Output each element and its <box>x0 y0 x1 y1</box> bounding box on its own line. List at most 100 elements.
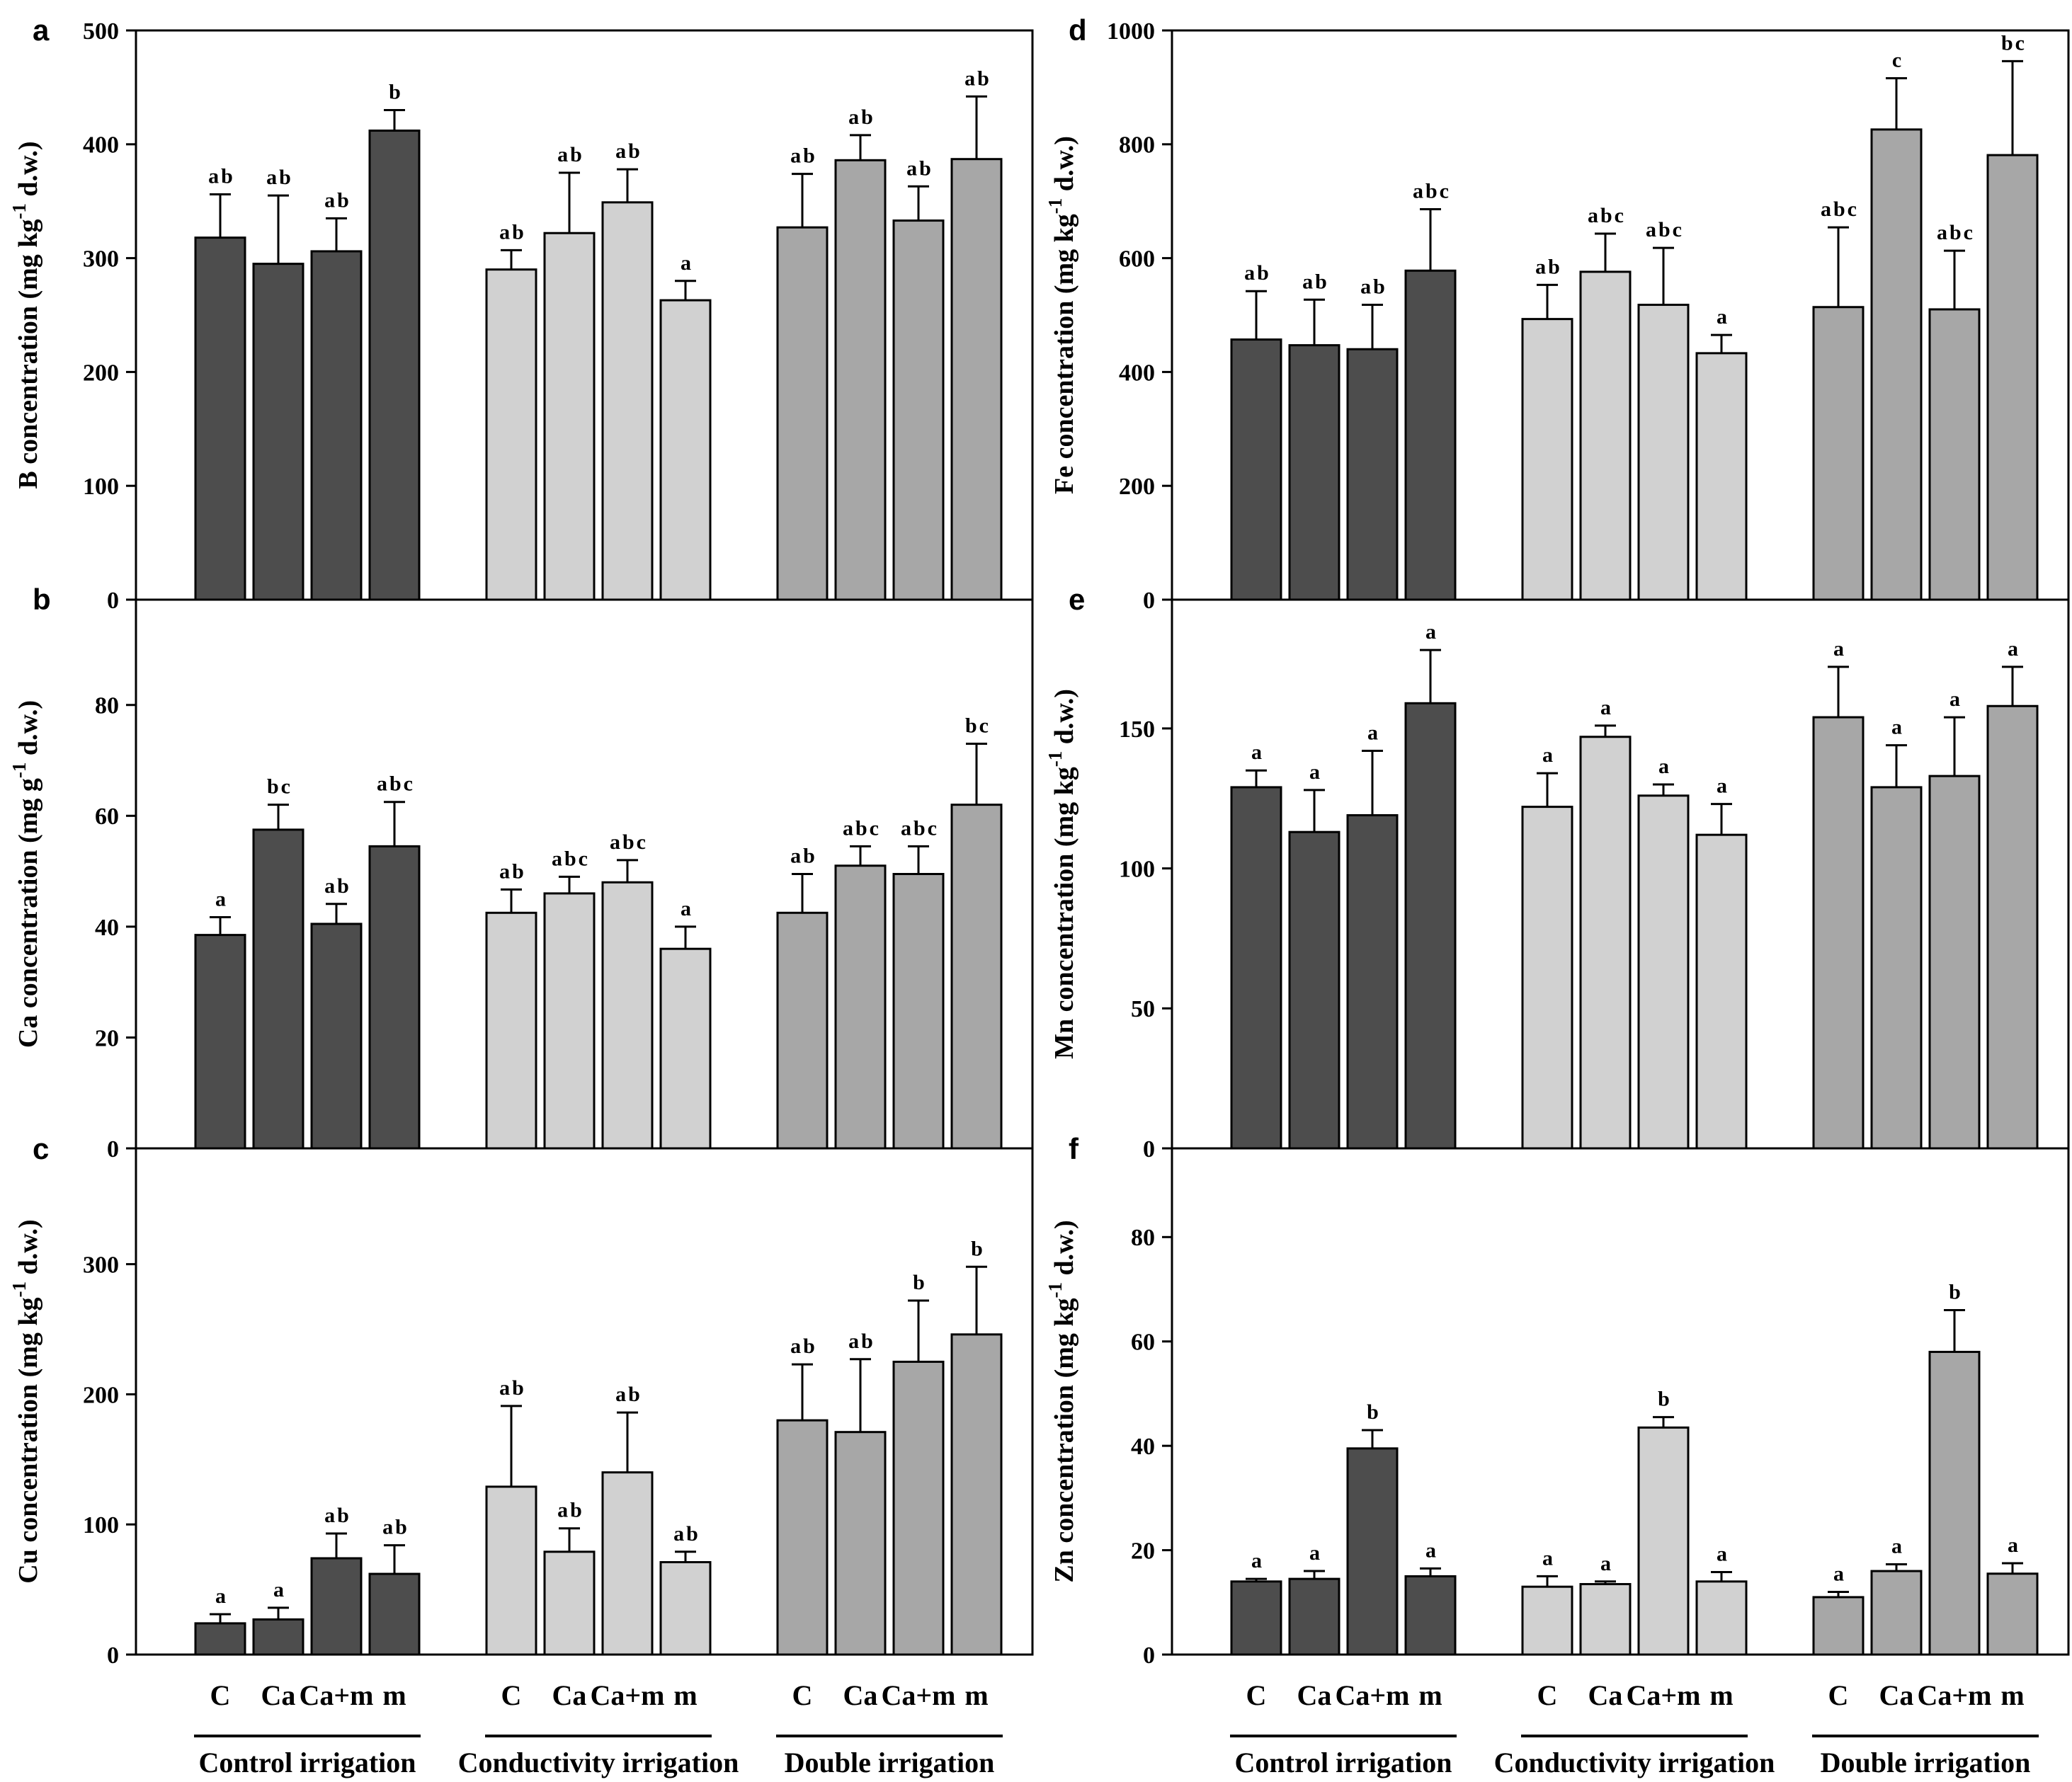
bar-a-control-Ca+m <box>310 250 363 601</box>
sig-letter: ab <box>790 845 817 868</box>
bar-a-control-C <box>194 236 246 601</box>
bar-f-conductivity-Ca+m <box>1637 1426 1690 1656</box>
bar-e-control-Ca <box>1288 830 1340 1150</box>
bar-c-control-Ca <box>252 1618 304 1656</box>
sig-letter: a <box>1251 1549 1264 1572</box>
sig-letter: a <box>1542 1546 1555 1570</box>
y-tick-label: 50 <box>1131 996 1155 1022</box>
x-tick-label-Ca: Ca <box>1297 1679 1332 1711</box>
sig-letter: ab <box>615 1383 642 1406</box>
x-tick-label-m: m <box>1418 1679 1442 1711</box>
sig-letter: ab <box>499 859 526 883</box>
y-tick-label: 60 <box>1131 1330 1155 1356</box>
y-tick-label: 200 <box>1119 474 1155 500</box>
x-tick-label-m: m <box>2000 1679 2024 1711</box>
bar-c-conductivity-C <box>485 1485 537 1656</box>
sig-letter: a <box>1658 755 1671 778</box>
x-tick-label-Ca+m: Ca+m <box>1627 1679 1701 1711</box>
sig-letter: a <box>1425 620 1438 644</box>
bar-f-conductivity-C <box>1521 1585 1573 1656</box>
sig-letter: abc <box>901 816 939 840</box>
y-tick-label: 0 <box>1143 1136 1155 1163</box>
bar-b-conductivity-m <box>659 947 712 1150</box>
x-tick-label-Ca: Ca <box>1588 1679 1623 1711</box>
x-tick-label-Ca+m: Ca+m <box>1918 1679 1992 1711</box>
bar-f-double-Ca <box>1870 1570 1923 1656</box>
y-tick-label: 40 <box>95 915 119 941</box>
sig-letter: ab <box>499 1376 526 1400</box>
sig-letter: a <box>1717 1543 1729 1566</box>
bar-e-conductivity-Ca <box>1579 736 1632 1150</box>
bar-e-control-C <box>1230 786 1282 1150</box>
x-tick-label-m: m <box>382 1679 406 1711</box>
panel-letter-b: b <box>33 583 51 616</box>
sig-letter: ab <box>1244 261 1271 285</box>
bar-e-control-m <box>1404 702 1457 1150</box>
y-axis-title: Fe concentration (mg kg-1 d.w.) <box>1044 136 1079 494</box>
bar-d-double-Ca <box>1870 128 1923 601</box>
sig-letter: a <box>1425 1538 1438 1562</box>
bar-c-double-Ca <box>834 1431 887 1656</box>
group-label: Double irrigation <box>785 1747 995 1778</box>
bar-d-control-C <box>1230 338 1282 601</box>
bar-f-conductivity-Ca <box>1579 1582 1632 1656</box>
sig-letter: a <box>1833 1563 1846 1586</box>
sig-letter: ab <box>790 144 817 168</box>
bar-d-double-C <box>1812 306 1865 601</box>
sig-letter: a <box>1367 721 1380 745</box>
sig-letter: a <box>1717 775 1729 798</box>
sig-letter: a <box>2008 637 2020 661</box>
sig-letter: ab <box>382 1516 409 1539</box>
y-tick-label: 400 <box>1119 360 1155 386</box>
bar-c-double-Ca+m <box>892 1360 945 1656</box>
panel-letter-a: a <box>33 13 50 47</box>
sig-letter: a <box>215 888 228 911</box>
sig-letter: a <box>1717 305 1729 329</box>
x-tick-label-m: m <box>1709 1679 1733 1711</box>
bar-d-conductivity-Ca+m <box>1637 304 1690 601</box>
x-tick-label-Ca: Ca <box>1879 1679 1914 1711</box>
sig-letter: c <box>1892 49 1903 72</box>
x-tick-label-m: m <box>964 1679 988 1711</box>
sig-letter: a <box>1600 1552 1613 1575</box>
sig-letter: a <box>1251 741 1264 764</box>
sig-letter: a <box>681 897 693 920</box>
sig-letter: a <box>1309 760 1322 784</box>
sig-letter: a <box>1891 1534 1904 1558</box>
bar-d-conductivity-C <box>1521 318 1573 601</box>
bar-b-control-Ca <box>252 828 304 1150</box>
bar-c-control-Ca+m <box>310 1557 363 1656</box>
group-label: Control irrigation <box>1234 1747 1452 1778</box>
bar-c-double-C <box>776 1419 829 1656</box>
sig-letter: b <box>1949 1281 1963 1304</box>
x-tick-label-C: C <box>1246 1679 1267 1711</box>
y-tick-label: 0 <box>107 1643 119 1669</box>
sig-letter: ab <box>848 105 875 129</box>
y-tick-label: 80 <box>95 693 119 719</box>
x-tick-label-Ca+m: Ca+m <box>882 1679 956 1711</box>
y-tick-label: 500 <box>83 18 119 45</box>
bar-a-control-Ca <box>252 263 304 601</box>
sig-letter: b <box>913 1271 927 1294</box>
sig-letter: abc <box>552 847 590 870</box>
bar-a-conductivity-m <box>659 299 712 601</box>
bar-e-double-m <box>1986 704 2039 1150</box>
bar-a-double-m <box>950 158 1003 601</box>
sig-letter: ab <box>266 166 293 189</box>
bar-b-conductivity-Ca+m <box>601 881 654 1150</box>
panel-letter-f: f <box>1069 1132 1079 1165</box>
group-label: Conductivity irrigation <box>458 1747 739 1778</box>
sig-letter: ab <box>557 1499 584 1522</box>
bar-b-double-m <box>950 804 1003 1150</box>
bar-f-double-m <box>1986 1572 2039 1656</box>
bar-e-conductivity-Ca+m <box>1637 794 1690 1150</box>
y-tick-label: 200 <box>83 360 119 386</box>
bar-a-conductivity-C <box>485 268 537 601</box>
sig-letter: a <box>1542 743 1555 767</box>
y-tick-label: 60 <box>95 804 119 830</box>
bar-a-conductivity-Ca+m <box>601 201 654 601</box>
sig-letter: ab <box>499 220 526 244</box>
sig-letter: a <box>273 1578 286 1601</box>
